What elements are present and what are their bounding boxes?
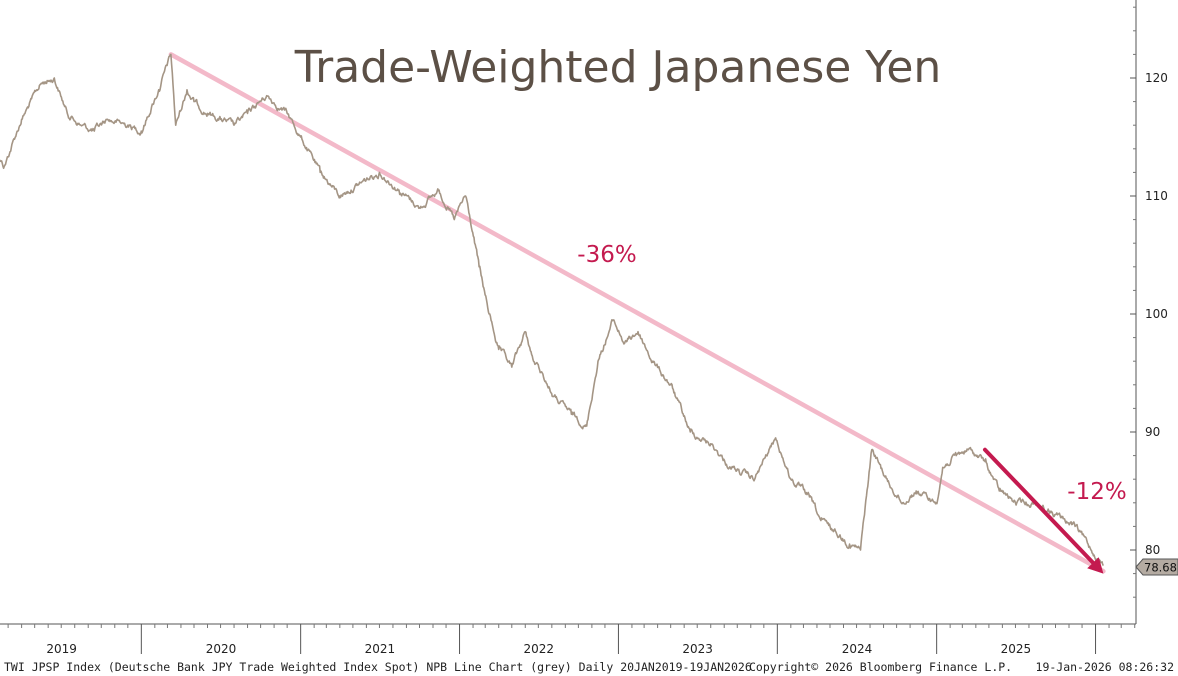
last-value-marker: 78.68 — [1135, 558, 1178, 576]
trend-arrow-shaft — [982, 447, 1096, 565]
footer-timestamp: 19-Jan-2026 08:26:32 — [1036, 660, 1174, 674]
footer-source: TWI JPSP Index (Deutsche Bank JPY Trade … — [4, 660, 752, 674]
y-tick-label: 90 — [1145, 425, 1160, 439]
trend-line-0 — [168, 52, 1106, 574]
x-tick-label: 2021 — [365, 642, 396, 656]
x-tick-label: 2019 — [46, 642, 77, 656]
x-tick-label: 2020 — [206, 642, 237, 656]
last-value-tag — [1135, 558, 1178, 576]
series-line — [0, 53, 1105, 567]
arrow-layer — [982, 447, 1104, 574]
y-tick-label: 100 — [1145, 307, 1168, 321]
x-axis: 2019 2020 2021 2022 2023 2024 2025 — [7, 624, 1136, 656]
trend-annotation-36: -36% — [577, 242, 636, 268]
chart-title: Trade-Weighted Japanese Yen — [294, 42, 942, 93]
y-axis: 80 90 100 110 120 — [1130, 6, 1168, 598]
trend-line-layer — [168, 52, 1106, 574]
series-layer — [0, 53, 1105, 567]
y-tick-label: 110 — [1145, 189, 1168, 203]
trend-annotation-12: -12% — [1067, 479, 1126, 505]
x-tick-label: 2023 — [682, 642, 713, 656]
y-tick-label: 80 — [1145, 543, 1160, 557]
footer-copyright: Copyright© 2026 Bloomberg Finance L.P. — [749, 660, 1012, 674]
last-value-label: 78.68 — [1144, 561, 1177, 575]
x-tick-label: 2024 — [842, 642, 873, 656]
y-tick-label: 120 — [1145, 71, 1168, 85]
trend-arrow-head — [1087, 557, 1104, 574]
x-tick-label: 2022 — [523, 642, 554, 656]
x-tick-label: 2025 — [1001, 642, 1032, 656]
